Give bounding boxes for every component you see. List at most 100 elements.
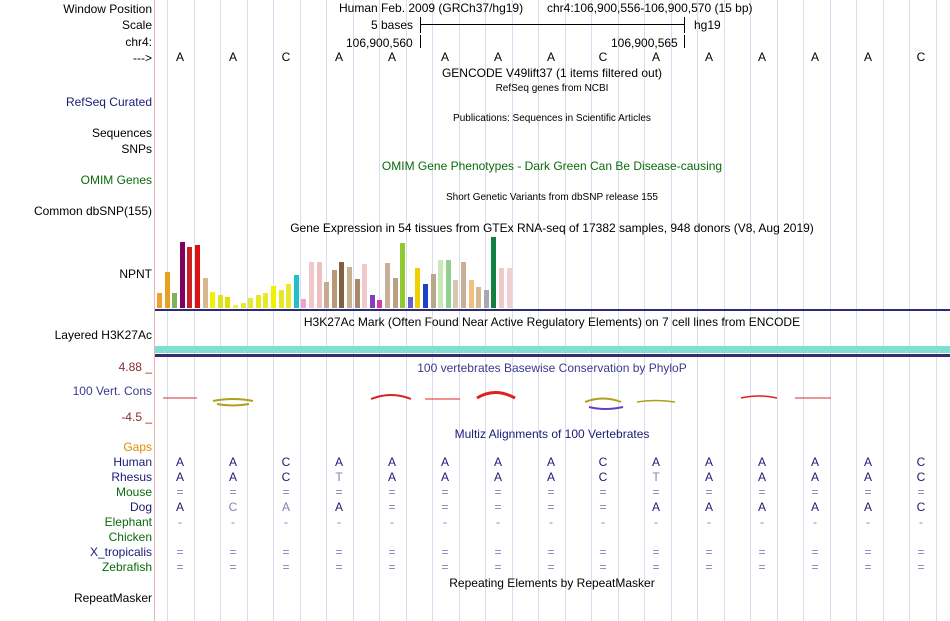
- gtex-bar[interactable]: [408, 297, 413, 308]
- gtex-bar[interactable]: [271, 286, 276, 308]
- gtex-bar[interactable]: [507, 268, 512, 308]
- track-label-snps[interactable]: SNPs: [121, 142, 152, 156]
- gtex-title[interactable]: Gene Expression in 54 tissues from GTEx …: [290, 221, 814, 235]
- scale-tick-right: [684, 17, 685, 33]
- gtex-bar[interactable]: [263, 293, 268, 308]
- gtex-bar[interactable]: [415, 268, 420, 308]
- gtex-bar[interactable]: [476, 287, 481, 308]
- gtex-bar[interactable]: [218, 295, 223, 308]
- gtex-bar[interactable]: [180, 242, 185, 308]
- reference-base: A: [493, 50, 502, 64]
- gtex-bar[interactable]: [286, 284, 291, 308]
- track-label-repeatmasker[interactable]: RepeatMasker: [73, 591, 152, 605]
- gtex-bar[interactable]: [157, 293, 162, 308]
- track-label-omim[interactable]: OMIM Genes: [80, 173, 152, 187]
- gtex-bar[interactable]: [499, 268, 504, 308]
- alignment-base: -: [549, 515, 553, 529]
- gtex-bar[interactable]: [438, 260, 443, 308]
- gtex-bar[interactable]: [301, 299, 306, 308]
- gtex-bar[interactable]: [491, 237, 496, 308]
- alignment-base: A: [228, 455, 237, 469]
- gtex-bar[interactable]: [256, 295, 261, 308]
- gtex-bar[interactable]: [165, 272, 170, 308]
- alignment-base: =: [705, 560, 713, 574]
- gtex-bar[interactable]: [393, 278, 398, 308]
- gtex-bar[interactable]: [172, 293, 177, 308]
- gtex-bar[interactable]: [377, 300, 382, 308]
- gencode-title[interactable]: GENCODE V49lift37 (1 items filtered out): [441, 66, 663, 80]
- gtex-bar[interactable]: [431, 274, 436, 308]
- publications-title[interactable]: Publications: Sequences in Scientific Ar…: [453, 113, 651, 124]
- gtex-bar[interactable]: [461, 262, 466, 308]
- track-label-gaps[interactable]: Gaps: [123, 440, 152, 454]
- alignment-base: =: [811, 485, 819, 499]
- gtex-bar[interactable]: [446, 260, 451, 308]
- track-label-h3k27ac[interactable]: Layered H3K27Ac: [54, 328, 152, 342]
- gtex-bar[interactable]: [187, 247, 192, 308]
- alignment-base: =: [388, 485, 396, 499]
- h3k27ac-title[interactable]: H3K27Ac Mark (Often Found Near Active Re…: [303, 315, 801, 329]
- species-label[interactable]: Dog: [129, 500, 152, 514]
- gtex-bar[interactable]: [347, 267, 352, 308]
- gtex-bar[interactable]: [195, 245, 200, 308]
- track-label-sequences[interactable]: Sequences: [91, 126, 152, 140]
- gtex-bar[interactable]: [309, 262, 314, 308]
- gtex-bar[interactable]: [294, 275, 299, 308]
- species-label[interactable]: X_tropicalis: [89, 545, 152, 559]
- assembly-title: Human Feb. 2009 (GRCh37/hg19): [339, 1, 524, 15]
- gtex-bar[interactable]: [370, 295, 375, 308]
- species-label[interactable]: Chicken: [108, 530, 152, 544]
- alignment-base: =: [388, 545, 396, 559]
- alignment-base: =: [176, 560, 184, 574]
- gtex-bar[interactable]: [210, 292, 215, 308]
- reference-base: A: [228, 50, 237, 64]
- gtex-bar[interactable]: [332, 270, 337, 308]
- alignment-base: =: [652, 545, 660, 559]
- species-label[interactable]: Rhesus: [111, 470, 152, 484]
- track-label-dbsnp[interactable]: Common dbSNP(155): [33, 204, 152, 218]
- alignment-base: =: [864, 545, 872, 559]
- alignment-base: =: [599, 545, 607, 559]
- alignment-base: =: [652, 485, 660, 499]
- gtex-bar[interactable]: [484, 290, 489, 308]
- gtex-bar[interactable]: [317, 262, 322, 308]
- dbsnp-title[interactable]: Short Genetic Variants from dbSNP releas…: [446, 192, 658, 203]
- alignment-base: =: [599, 560, 607, 574]
- gtex-bar[interactable]: [241, 303, 246, 308]
- species-label[interactable]: Mouse: [115, 485, 152, 499]
- species-label[interactable]: Human: [113, 455, 152, 469]
- gtex-bar[interactable]: [385, 263, 390, 308]
- multiz-title[interactable]: Multiz Alignments of 100 Vertebrates: [454, 427, 650, 441]
- alignment-base: =: [864, 485, 872, 499]
- phylop-title[interactable]: 100 vertebrates Basewise Conservation by…: [417, 361, 687, 375]
- gtex-bar[interactable]: [233, 305, 238, 308]
- gtex-bar[interactable]: [324, 282, 329, 308]
- alignment-base: =: [335, 560, 343, 574]
- gtex-bar[interactable]: [225, 297, 230, 308]
- window-position-label: Window Position: [63, 2, 152, 16]
- repeatmasker-title[interactable]: Repeating Elements by RepeatMasker: [449, 576, 655, 590]
- gtex-bar[interactable]: [279, 290, 284, 308]
- alignment-base: -: [760, 515, 764, 529]
- species-label[interactable]: Elephant: [104, 515, 152, 529]
- alignment-base: =: [864, 560, 872, 574]
- track-label-phylop[interactable]: 100 Vert. Cons: [72, 384, 152, 398]
- gtex-bar[interactable]: [203, 278, 208, 308]
- gtex-bar[interactable]: [423, 284, 428, 308]
- species-label[interactable]: Zebrafish: [101, 560, 152, 574]
- gtex-bar[interactable]: [400, 243, 405, 308]
- omim-title[interactable]: OMIM Gene Phenotypes - Dark Green Can Be…: [381, 159, 723, 173]
- track-label-refseq[interactable]: RefSeq Curated: [65, 95, 152, 109]
- alignment-base: =: [441, 560, 449, 574]
- refseq-title[interactable]: RefSeq genes from NCBI: [495, 83, 609, 94]
- track-label-gtex-gene[interactable]: NPNT: [119, 267, 152, 281]
- gtex-bar[interactable]: [469, 280, 474, 308]
- gtex-bar[interactable]: [453, 280, 458, 308]
- gtex-bar[interactable]: [355, 279, 360, 308]
- alignment-base: T: [652, 470, 660, 484]
- reference-base: C: [916, 50, 926, 64]
- gtex-bar-chart[interactable]: [157, 237, 537, 308]
- gtex-bar[interactable]: [362, 264, 367, 308]
- gtex-bar[interactable]: [248, 298, 253, 308]
- gtex-bar[interactable]: [339, 262, 344, 308]
